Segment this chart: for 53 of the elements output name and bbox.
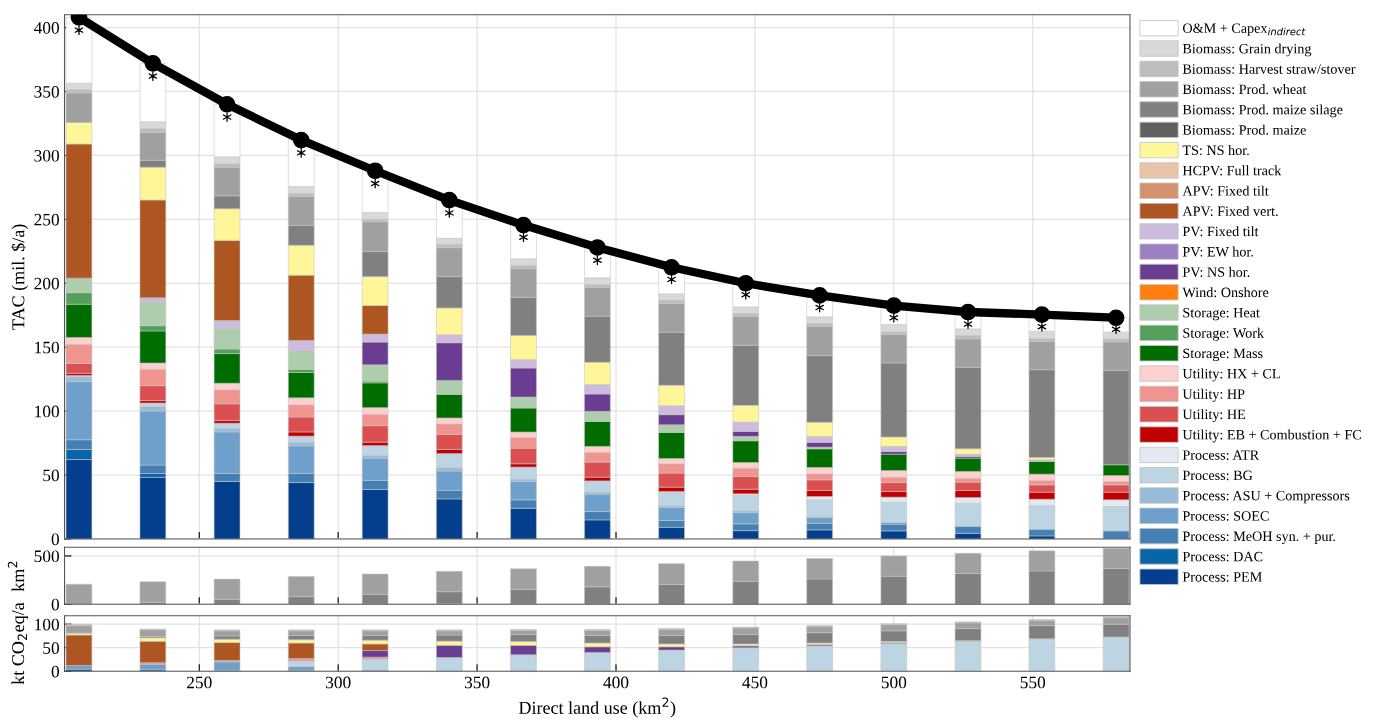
y-tick-label: 0 xyxy=(51,533,60,546)
legend-label: Biomass: Harvest straw/stover xyxy=(1182,64,1356,74)
legend-label: Storage: Mass xyxy=(1183,348,1263,362)
y-axis-title: TAC (mil. $/a) xyxy=(11,224,29,330)
legend-label: Biomass: Prod. wheat xyxy=(1182,84,1307,95)
legend-label: Storage: Heat xyxy=(1183,307,1260,321)
legend-label: Utility: EB + Combustion + FC xyxy=(1182,429,1361,443)
legend-label: Biomass: Grain drying xyxy=(1182,43,1312,57)
legend-label: Utility: HX + CL xyxy=(1182,368,1280,382)
legend-label: APV: Fixed vert. xyxy=(1182,205,1278,217)
y-axis-title: km$^{2}$ xyxy=(7,561,25,592)
y-tick-label: 50 xyxy=(43,642,60,654)
legend-label: PV: NS hor. xyxy=(1182,266,1250,277)
legend-label: APV: Fixed tilt xyxy=(1182,185,1269,196)
legend-label: PV: Fixed tilt xyxy=(1182,226,1259,237)
legend-label: TS: NS hor. xyxy=(1182,145,1249,156)
x-tick-label: 450 xyxy=(742,676,768,689)
x-tick-label: 350 xyxy=(464,676,490,689)
y-axis-title: kt CO$_{2}$eq/a xyxy=(11,602,28,685)
y-tick-label: 100 xyxy=(35,618,60,631)
y-tick-label: 0 xyxy=(51,665,60,678)
legend-label: Biomass: Prod. maize xyxy=(1182,124,1306,135)
y-tick-label: 0 xyxy=(51,598,60,611)
y-tick-label: 50 xyxy=(43,469,60,482)
y-tick-label: 250 xyxy=(34,213,60,226)
legend-label: HCPV: Full track xyxy=(1182,165,1282,176)
y-tick-label: 350 xyxy=(34,85,60,98)
legend-label: Process: MeOH syn. + pur. xyxy=(1182,531,1336,544)
legend-label: Utility: HE xyxy=(1182,409,1246,423)
x-tick-label: 400 xyxy=(603,676,629,689)
x-tick-label: 550 xyxy=(1020,676,1046,689)
x-tick-label: 250 xyxy=(187,676,212,689)
legend-label: Biomass: Prod. maize silage xyxy=(1182,104,1343,118)
y-tick-label: 100 xyxy=(35,405,60,418)
y-tick-label: 200 xyxy=(34,277,60,290)
legend-label: Process: PEM xyxy=(1182,572,1262,582)
legend-label: O&M + Capex$_{indirect}$ xyxy=(1182,23,1306,36)
legend-label: PV: EW hor. xyxy=(1182,246,1253,257)
legend-label: Utility: HP xyxy=(1182,388,1245,402)
legend-label: Process: DAC xyxy=(1182,551,1263,562)
legend-label: Process: SOEC xyxy=(1182,511,1269,521)
y-tick-label: 150 xyxy=(35,341,60,354)
legend-label: Process: ASU + Compressors xyxy=(1182,490,1350,504)
x-tick-label: 500 xyxy=(881,676,907,689)
y-tick-label: 500 xyxy=(34,550,60,563)
legend-label: Process: ATR xyxy=(1182,450,1260,460)
x-axis-title: Direct land use (km$^{2}$) xyxy=(518,697,676,718)
y-tick-label: 400 xyxy=(33,22,60,34)
x-tick-label: 300 xyxy=(326,676,351,689)
y-tick-label: 300 xyxy=(34,149,60,162)
legend-label: Storage: Work xyxy=(1183,327,1265,341)
legend-label: Process: BG xyxy=(1182,470,1253,481)
legend-label: Wind: Onshore xyxy=(1182,287,1269,298)
